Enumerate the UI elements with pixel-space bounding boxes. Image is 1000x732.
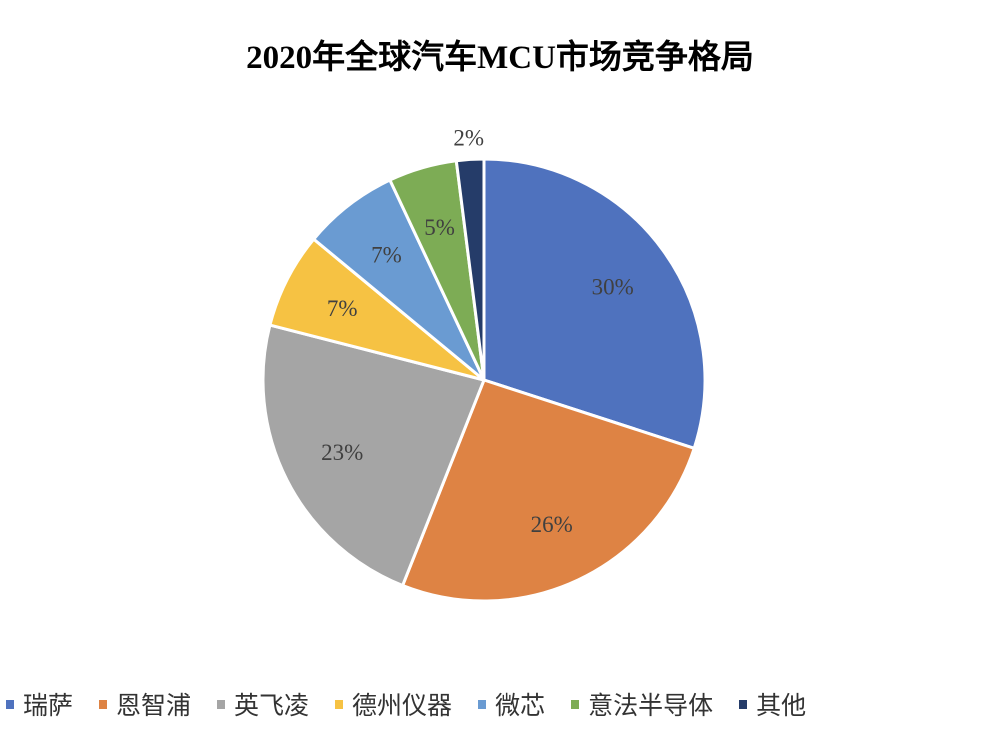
legend-label: 其他 xyxy=(756,691,807,720)
legend-label: 意法半导体 xyxy=(588,691,714,720)
data-label-2: 23% xyxy=(321,440,363,465)
data-label-3: 7% xyxy=(327,296,358,321)
legend-swatch xyxy=(335,699,344,709)
legend-label: 瑞萨 xyxy=(23,691,74,720)
legend-item-4: 微芯 xyxy=(478,686,545,722)
pie-slice-2 xyxy=(261,323,487,588)
legend-label: 恩智浦 xyxy=(116,691,192,720)
legend: 瑞萨 恩智浦 英飞凌 德州仪器 微芯 意法半导体 其他 xyxy=(6,686,832,722)
legend-swatch xyxy=(571,699,580,709)
pie-slice-0 xyxy=(482,157,707,451)
pie-slice-6 xyxy=(454,157,486,381)
legend-swatch xyxy=(478,699,487,709)
pie-slice-1 xyxy=(400,378,697,603)
data-label-0: 30% xyxy=(592,274,634,299)
legend-swatch xyxy=(217,699,226,709)
legend-item-2: 英飞凌 xyxy=(217,686,309,722)
legend-item-1: 恩智浦 xyxy=(99,686,191,722)
legend-item-6: 其他 xyxy=(739,686,806,722)
legend-item-5: 意法半导体 xyxy=(571,686,713,722)
legend-swatch xyxy=(6,699,14,709)
legend-label: 英飞凌 xyxy=(234,691,310,720)
data-label-4: 7% xyxy=(371,242,402,267)
data-label-6: 2% xyxy=(453,125,484,150)
chart-title: 2020年全球汽车MCU市场竞争格局 xyxy=(246,40,754,76)
data-label-5: 5% xyxy=(424,215,455,240)
legend-label: 德州仪器 xyxy=(352,691,453,720)
legend-label: 微芯 xyxy=(495,691,546,720)
legend-swatch xyxy=(99,699,108,709)
pie-chart: 30% 26% 23% 7% 7% 5% 2% xyxy=(261,125,707,603)
data-label-1: 26% xyxy=(531,512,573,537)
legend-item-0: 瑞萨 xyxy=(6,686,73,722)
legend-swatch xyxy=(739,699,748,709)
legend-item-3: 德州仪器 xyxy=(335,686,452,722)
